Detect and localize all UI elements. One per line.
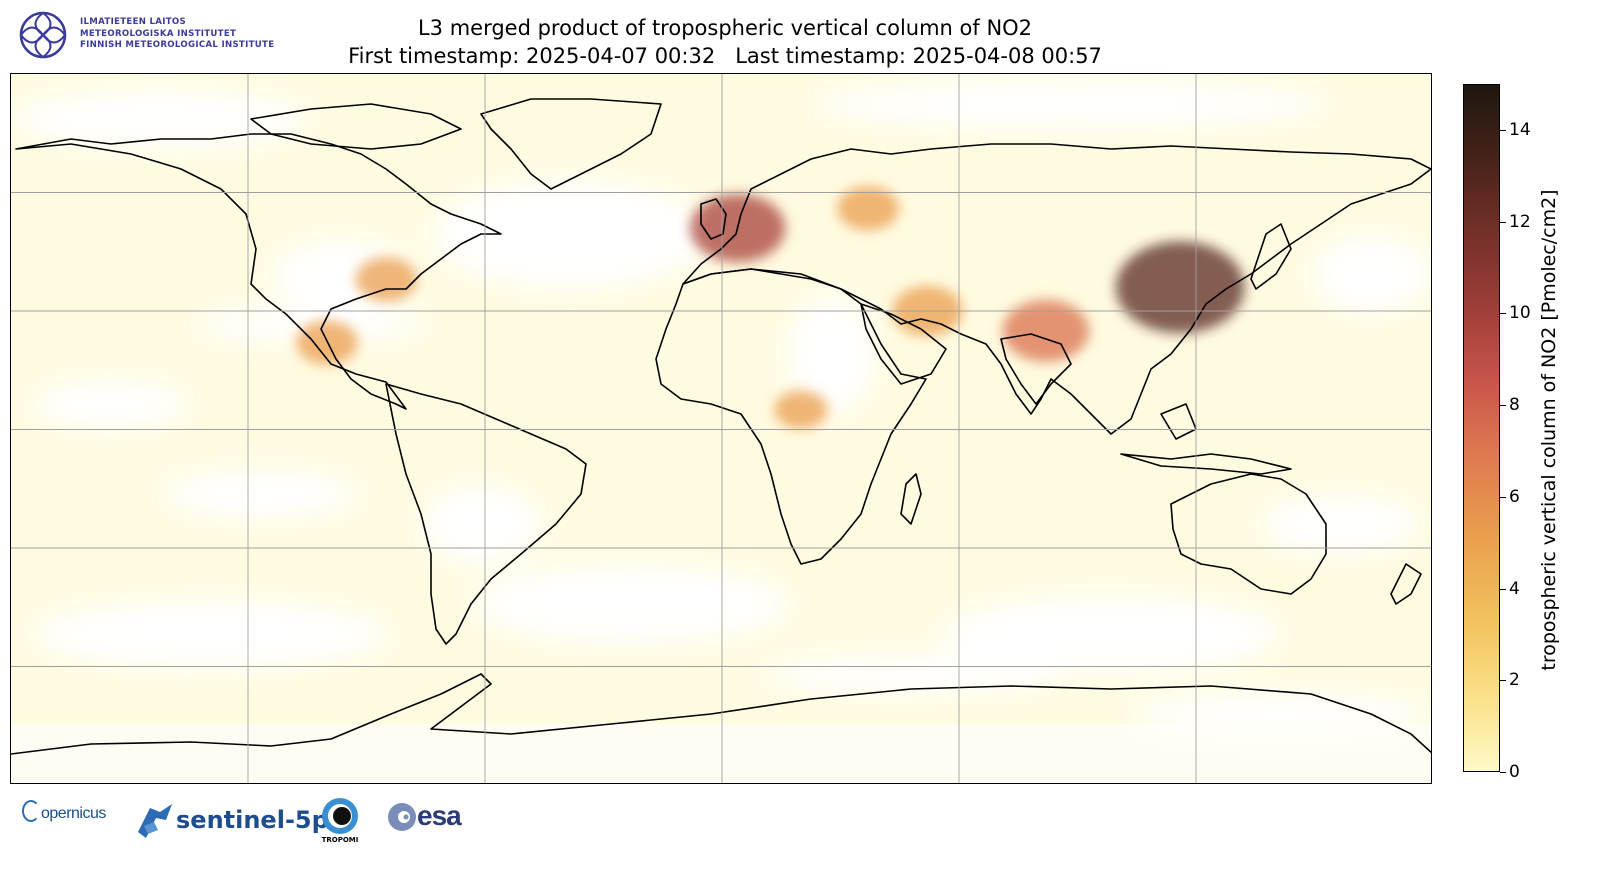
colorbar-tick bbox=[1500, 405, 1506, 406]
copernicus-c-icon bbox=[22, 800, 40, 822]
colorbar-tick bbox=[1500, 222, 1506, 223]
fmi-name-sv: METEOROLOGISKA INSTITUTET bbox=[80, 28, 237, 39]
map-title: L3 merged product of tropospheric vertic… bbox=[0, 14, 1450, 70]
coast-india bbox=[1000, 333, 1072, 405]
colorbar-tick-label: 12 bbox=[1509, 212, 1531, 232]
copernicus-text: opernicus bbox=[41, 805, 106, 822]
colorbar-tick bbox=[1500, 497, 1506, 498]
fmi-logo: ILMATIETEEN LAITOS METEOROLOGISKA INSTIT… bbox=[18, 10, 318, 62]
gridlines bbox=[11, 74, 1431, 783]
fmi-name: ILMATIETEEN LAITOS METEOROLOGISKA INSTIT… bbox=[80, 17, 274, 52]
title-product: L3 merged product of tropospheric vertic… bbox=[417, 16, 1033, 40]
colorbar-tick bbox=[1500, 313, 1506, 314]
copernicus-logo: opernicus bbox=[22, 800, 106, 823]
coast-africa bbox=[655, 268, 927, 565]
fmi-emblem-icon bbox=[19, 11, 67, 59]
tropomi-logo: TROPOMI bbox=[320, 796, 360, 846]
no2-hotspot bbox=[1002, 299, 1090, 362]
sentinel-text: sentinel-5p bbox=[176, 806, 329, 834]
coast-north-america bbox=[15, 133, 502, 410]
sentinel-5p-logo: sentinel-5p bbox=[134, 802, 329, 844]
coast-greenland bbox=[480, 98, 662, 190]
no2-map bbox=[10, 73, 1432, 784]
colorbar-tick-label: 0 bbox=[1509, 762, 1520, 782]
colorbar-tick-label: 6 bbox=[1509, 487, 1520, 507]
coast-australia bbox=[1170, 473, 1327, 595]
esa-text: esa bbox=[417, 800, 462, 831]
colorbar-tick bbox=[1500, 130, 1506, 131]
colorbar-tick-label: 8 bbox=[1509, 395, 1520, 415]
partner-logos: opernicus sentinel-5p TROPOMI esa bbox=[0, 790, 600, 870]
colorbar-tick-label: 14 bbox=[1509, 120, 1531, 140]
colorbar-tick-label: 4 bbox=[1509, 579, 1520, 599]
coast-japan bbox=[1250, 223, 1292, 290]
coastlines bbox=[11, 98, 1431, 755]
coast-south-america bbox=[385, 383, 587, 645]
coast-borneo bbox=[1160, 403, 1197, 440]
map-canvas bbox=[11, 74, 1431, 783]
coast-eurasia bbox=[682, 143, 1431, 435]
no2-hotspot bbox=[1115, 241, 1245, 334]
colorbar-tick-label: 10 bbox=[1509, 303, 1531, 323]
esa-logo: esa bbox=[387, 800, 462, 836]
title-timestamps: First timestamp: 2025-04-07 00:32 Last t… bbox=[348, 44, 1102, 68]
coast-antarctica bbox=[11, 673, 1431, 755]
esa-emblem-icon bbox=[388, 803, 416, 831]
coast-new-zealand bbox=[1390, 563, 1422, 605]
colorbar-label: tropospheric vertical column of NO2 [Pmo… bbox=[1538, 189, 1560, 671]
fmi-name-en: FINNISH METEOROLOGICAL INSTITUTE bbox=[80, 40, 275, 50]
coast-madagascar bbox=[900, 473, 922, 525]
no2-hotspot bbox=[774, 390, 828, 429]
satellite-icon bbox=[138, 804, 172, 838]
colorbar bbox=[1463, 84, 1500, 772]
coast-arabia bbox=[860, 303, 947, 385]
fmi-name-fi: ILMATIETEEN LAITOS bbox=[80, 17, 187, 27]
no2-hotspot bbox=[355, 257, 418, 302]
no2-hotspot bbox=[837, 186, 899, 231]
colorbar-tick bbox=[1500, 589, 1506, 590]
colorbar-tick bbox=[1500, 772, 1506, 773]
colorbar-tick-label: 2 bbox=[1509, 670, 1520, 690]
colorbar-tick bbox=[1500, 680, 1506, 681]
coast-british-isles bbox=[700, 198, 727, 240]
coast-indonesia bbox=[1120, 453, 1292, 475]
tropomi-eye-icon bbox=[322, 798, 358, 834]
tropomi-text: TROPOMI bbox=[321, 836, 359, 844]
coast-arctic-islands bbox=[250, 103, 462, 150]
